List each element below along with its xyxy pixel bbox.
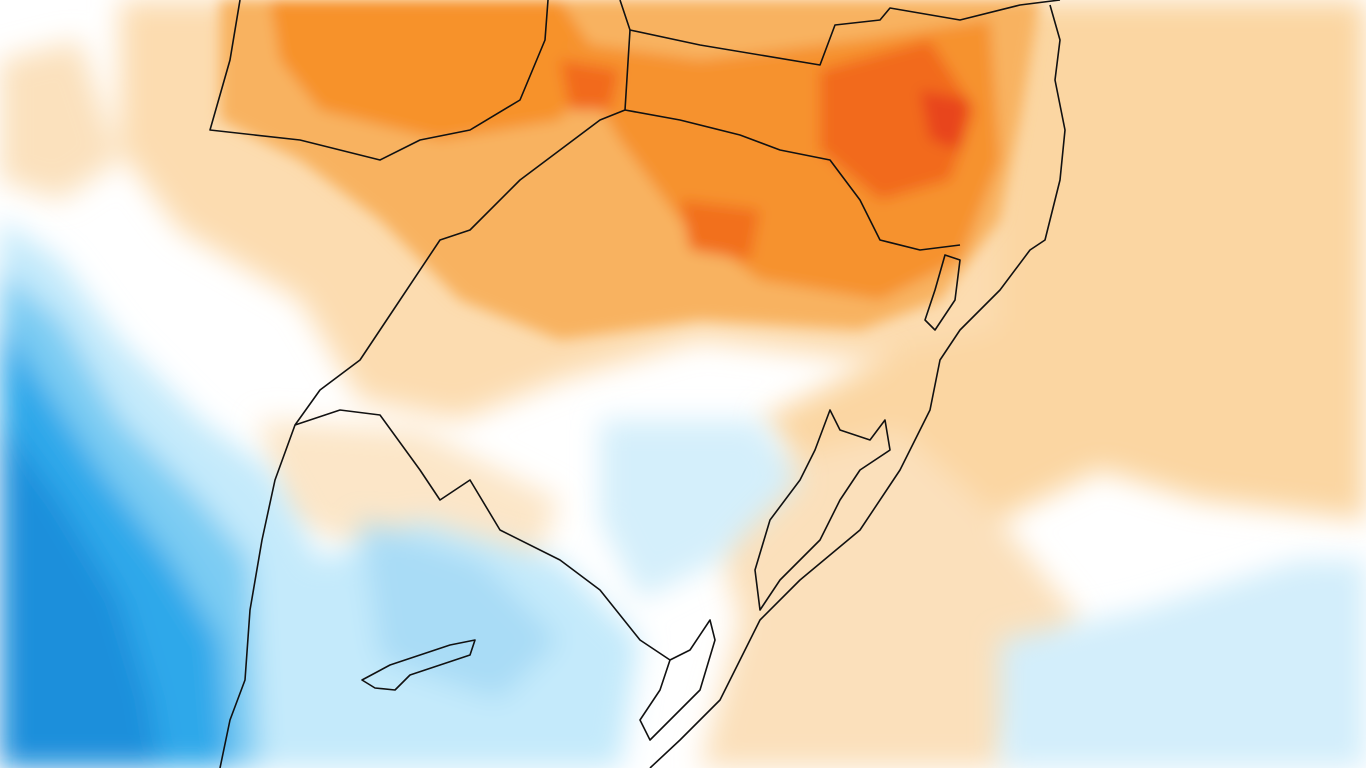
borders	[209, 0, 1066, 768]
field-blue	[0, 220, 1366, 768]
field-orange	[220, 0, 1040, 340]
